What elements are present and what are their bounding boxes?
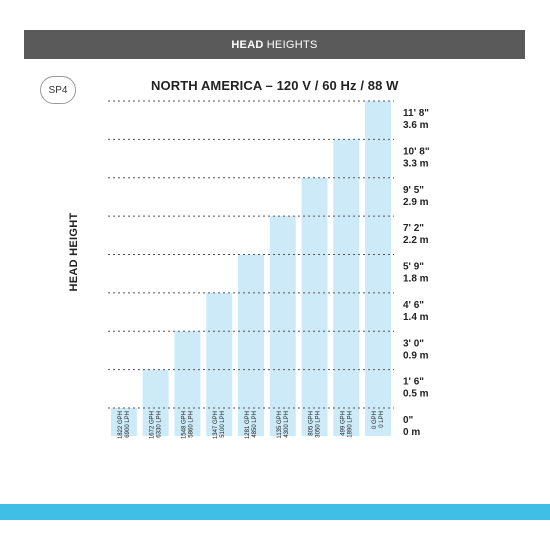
x-tick-label: 1548 GPH5860 LPH — [181, 411, 194, 439]
x-tick-label: 1135 GPH4300 LPH — [277, 411, 290, 439]
y-tick-label: 9' 5" 2.9 m — [403, 185, 429, 208]
footer-bar — [0, 504, 550, 520]
y-tick-label: 3' 0" 0.9 m — [403, 338, 429, 361]
bar — [333, 139, 360, 436]
x-tick-label: 1281 GPH4850 LPH — [245, 411, 258, 439]
model-badge: SP4 — [40, 76, 76, 104]
bar — [174, 331, 201, 436]
bar — [110, 408, 137, 436]
x-tick-label: 499 GPH1890 LPH — [340, 411, 353, 438]
header-title-bold: HEAD — [231, 38, 264, 51]
chart-title: NORTH AMERICA – 120 V / 60 Hz / 88 W — [151, 78, 399, 93]
bar — [365, 101, 392, 436]
bar — [206, 292, 233, 436]
y-tick-label: 0" 0 m — [403, 415, 420, 438]
y-tick-label: 5' 9" 1.8 m — [403, 262, 429, 285]
x-tick-label: 0 GPH0 LPH — [372, 411, 385, 429]
bar — [301, 177, 328, 436]
y-tick-label: 7' 2" 2.2 m — [403, 223, 429, 246]
x-tick-label: 1672 GPH6330 LPH — [150, 411, 163, 439]
header-title-rest: HEIGHTS — [266, 38, 318, 51]
y-tick-label: 4' 6" 1.4 m — [403, 300, 429, 323]
section-header: HEAD HEIGHTS — [24, 30, 525, 59]
bar — [238, 254, 264, 436]
x-tick-label: 1347 GPH5100 LPH — [213, 411, 226, 439]
y-tick-label: 1' 6" 0.5 m — [403, 377, 429, 400]
y-tick-label: 10' 8" 3.3 m — [403, 146, 430, 169]
x-tick-label: 805 GPH3050 LPH — [309, 411, 322, 438]
x-tick-label: 1822 GPH6900 LPH — [118, 411, 131, 439]
bar — [142, 369, 169, 436]
bar — [269, 216, 296, 436]
y-tick-label: 11' 8" 3.6 m — [403, 108, 429, 131]
